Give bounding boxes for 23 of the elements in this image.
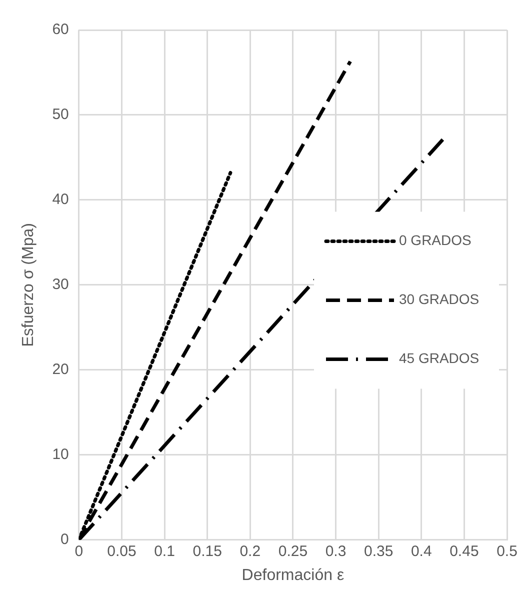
x-tick-label: 0.3 <box>325 542 346 560</box>
y-tick-label: 0 <box>60 530 69 548</box>
y-tick-label: 20 <box>52 361 69 378</box>
x-tick-label: 0 <box>74 542 84 560</box>
x-tick-label: 0.5 <box>496 542 518 560</box>
legend-label: 45 GRADOS <box>399 350 480 366</box>
x-tick-label: 0.15 <box>192 542 222 560</box>
y-tick-label: 50 <box>52 106 69 124</box>
y-tick-label: 40 <box>52 191 69 208</box>
legend-label: 30 GRADOS <box>399 291 480 308</box>
y-tick-label: 30 <box>52 276 69 294</box>
x-tick-label: 0.4 <box>410 542 432 560</box>
x-axis-title: Deformación ε <box>242 566 344 584</box>
y-tick-label: 10 <box>52 446 69 463</box>
x-tick-label: 0.35 <box>364 542 394 560</box>
x-tick-label: 0.45 <box>450 542 479 560</box>
legend-label: 0 GRADOS <box>399 232 472 248</box>
x-tick-label: 0.2 <box>240 542 261 560</box>
y-axis-title: Esfuerzo σ (Mpa) <box>20 223 38 347</box>
x-tick-label: 0.05 <box>107 542 136 560</box>
x-tick-label: 0.25 <box>278 542 308 560</box>
x-tick-label: 0.1 <box>154 542 175 560</box>
y-tick-label: 60 <box>52 21 69 38</box>
